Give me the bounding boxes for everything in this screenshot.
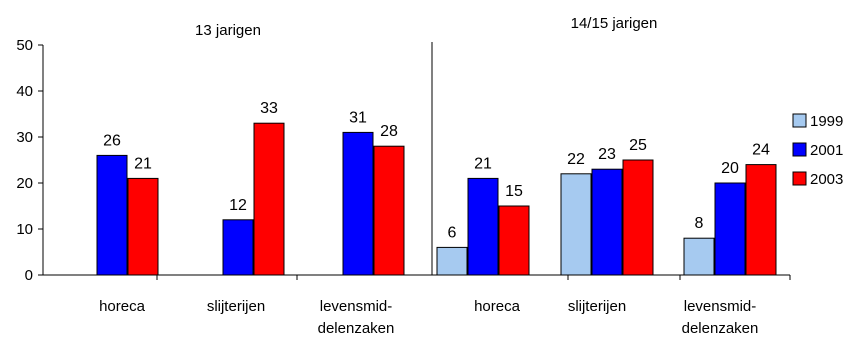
data-label: 31	[349, 109, 367, 126]
y-tick-label: 20	[16, 175, 33, 192]
bar	[436, 246, 468, 276]
bar	[342, 131, 374, 276]
x-tick-label: horeca	[99, 298, 146, 315]
bar	[373, 145, 405, 276]
legend-swatch	[792, 113, 807, 128]
data-label: 15	[505, 183, 523, 200]
x-tick-label: delenzaken	[318, 320, 395, 337]
bar	[222, 219, 254, 276]
data-label: 21	[474, 155, 492, 172]
data-label: 26	[103, 132, 121, 149]
bar	[253, 122, 285, 276]
data-label: 22	[567, 151, 585, 168]
legend-swatch	[792, 171, 807, 186]
bar	[683, 237, 715, 276]
data-label: 6	[448, 224, 457, 241]
data-label: 20	[721, 160, 739, 177]
bar	[745, 164, 777, 276]
y-tick-label: 30	[16, 129, 33, 146]
x-tick-label: slijterijen	[207, 298, 265, 315]
bars	[96, 122, 777, 276]
y-tick-label: 50	[16, 37, 33, 54]
bar	[127, 177, 159, 276]
axes: 0 10 20 30 40 50	[16, 37, 791, 284]
data-label: 21	[134, 155, 152, 172]
bar	[498, 205, 530, 276]
data-label: 25	[629, 137, 647, 154]
bar	[467, 177, 499, 276]
x-tick-label: horeca	[474, 298, 521, 315]
y-tick-label: 10	[16, 221, 33, 238]
legend-label: 2001	[810, 142, 843, 159]
panel-title: 13 jarigen	[195, 22, 261, 39]
y-tick-label: 0	[25, 267, 33, 284]
bar	[591, 168, 623, 276]
data-label: 28	[380, 123, 398, 140]
x-tick-label: levensmid-	[320, 298, 393, 315]
y-tick-label: 40	[16, 83, 33, 100]
legend: 1999 2001 2003	[789, 109, 855, 204]
bar	[622, 159, 654, 276]
bar	[560, 173, 592, 276]
labels: 13 jarigen 26 21 horeca 12 33 slijterijen 31 28 l…	[99, 15, 770, 337]
x-tick-label: delenzaken	[682, 320, 759, 337]
x-tick-label: levensmid-	[684, 298, 757, 315]
x-tick-label: slijterijen	[568, 298, 626, 315]
bar	[714, 182, 746, 276]
legend-label: 1999	[810, 113, 843, 130]
data-label: 12	[229, 197, 247, 214]
bar	[96, 154, 128, 276]
legend-label: 2003	[810, 171, 843, 188]
panel-title: 14/15 jarigen	[571, 15, 658, 32]
data-label: 33	[260, 100, 278, 117]
data-label: 8	[695, 215, 704, 232]
legend-swatch	[792, 142, 807, 157]
data-label: 24	[752, 142, 770, 159]
data-label: 23	[598, 146, 616, 163]
